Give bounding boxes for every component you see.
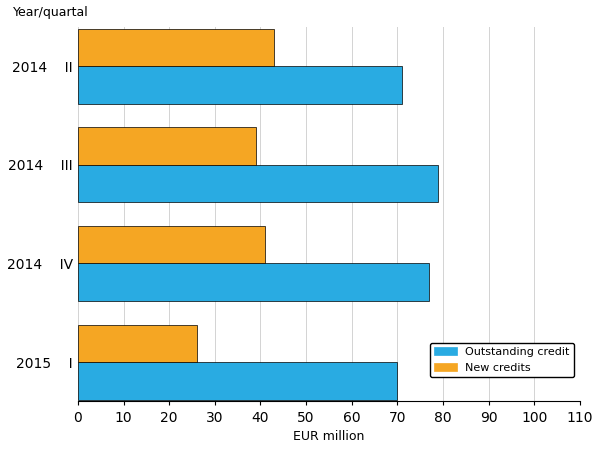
Bar [78, 423, 325, 450]
Bar [78, 127, 256, 165]
Text: Year/quartal: Year/quartal [13, 6, 88, 19]
Bar [78, 0, 461, 5]
Bar [78, 29, 274, 66]
X-axis label: EUR million: EUR million [293, 430, 365, 443]
Bar [78, 66, 402, 104]
Bar [78, 324, 197, 362]
Bar [78, 226, 265, 263]
Bar [78, 263, 429, 301]
Bar [78, 362, 397, 400]
Bar [78, 165, 439, 202]
Legend: Outstanding credit, New credits: Outstanding credit, New credits [430, 343, 574, 377]
